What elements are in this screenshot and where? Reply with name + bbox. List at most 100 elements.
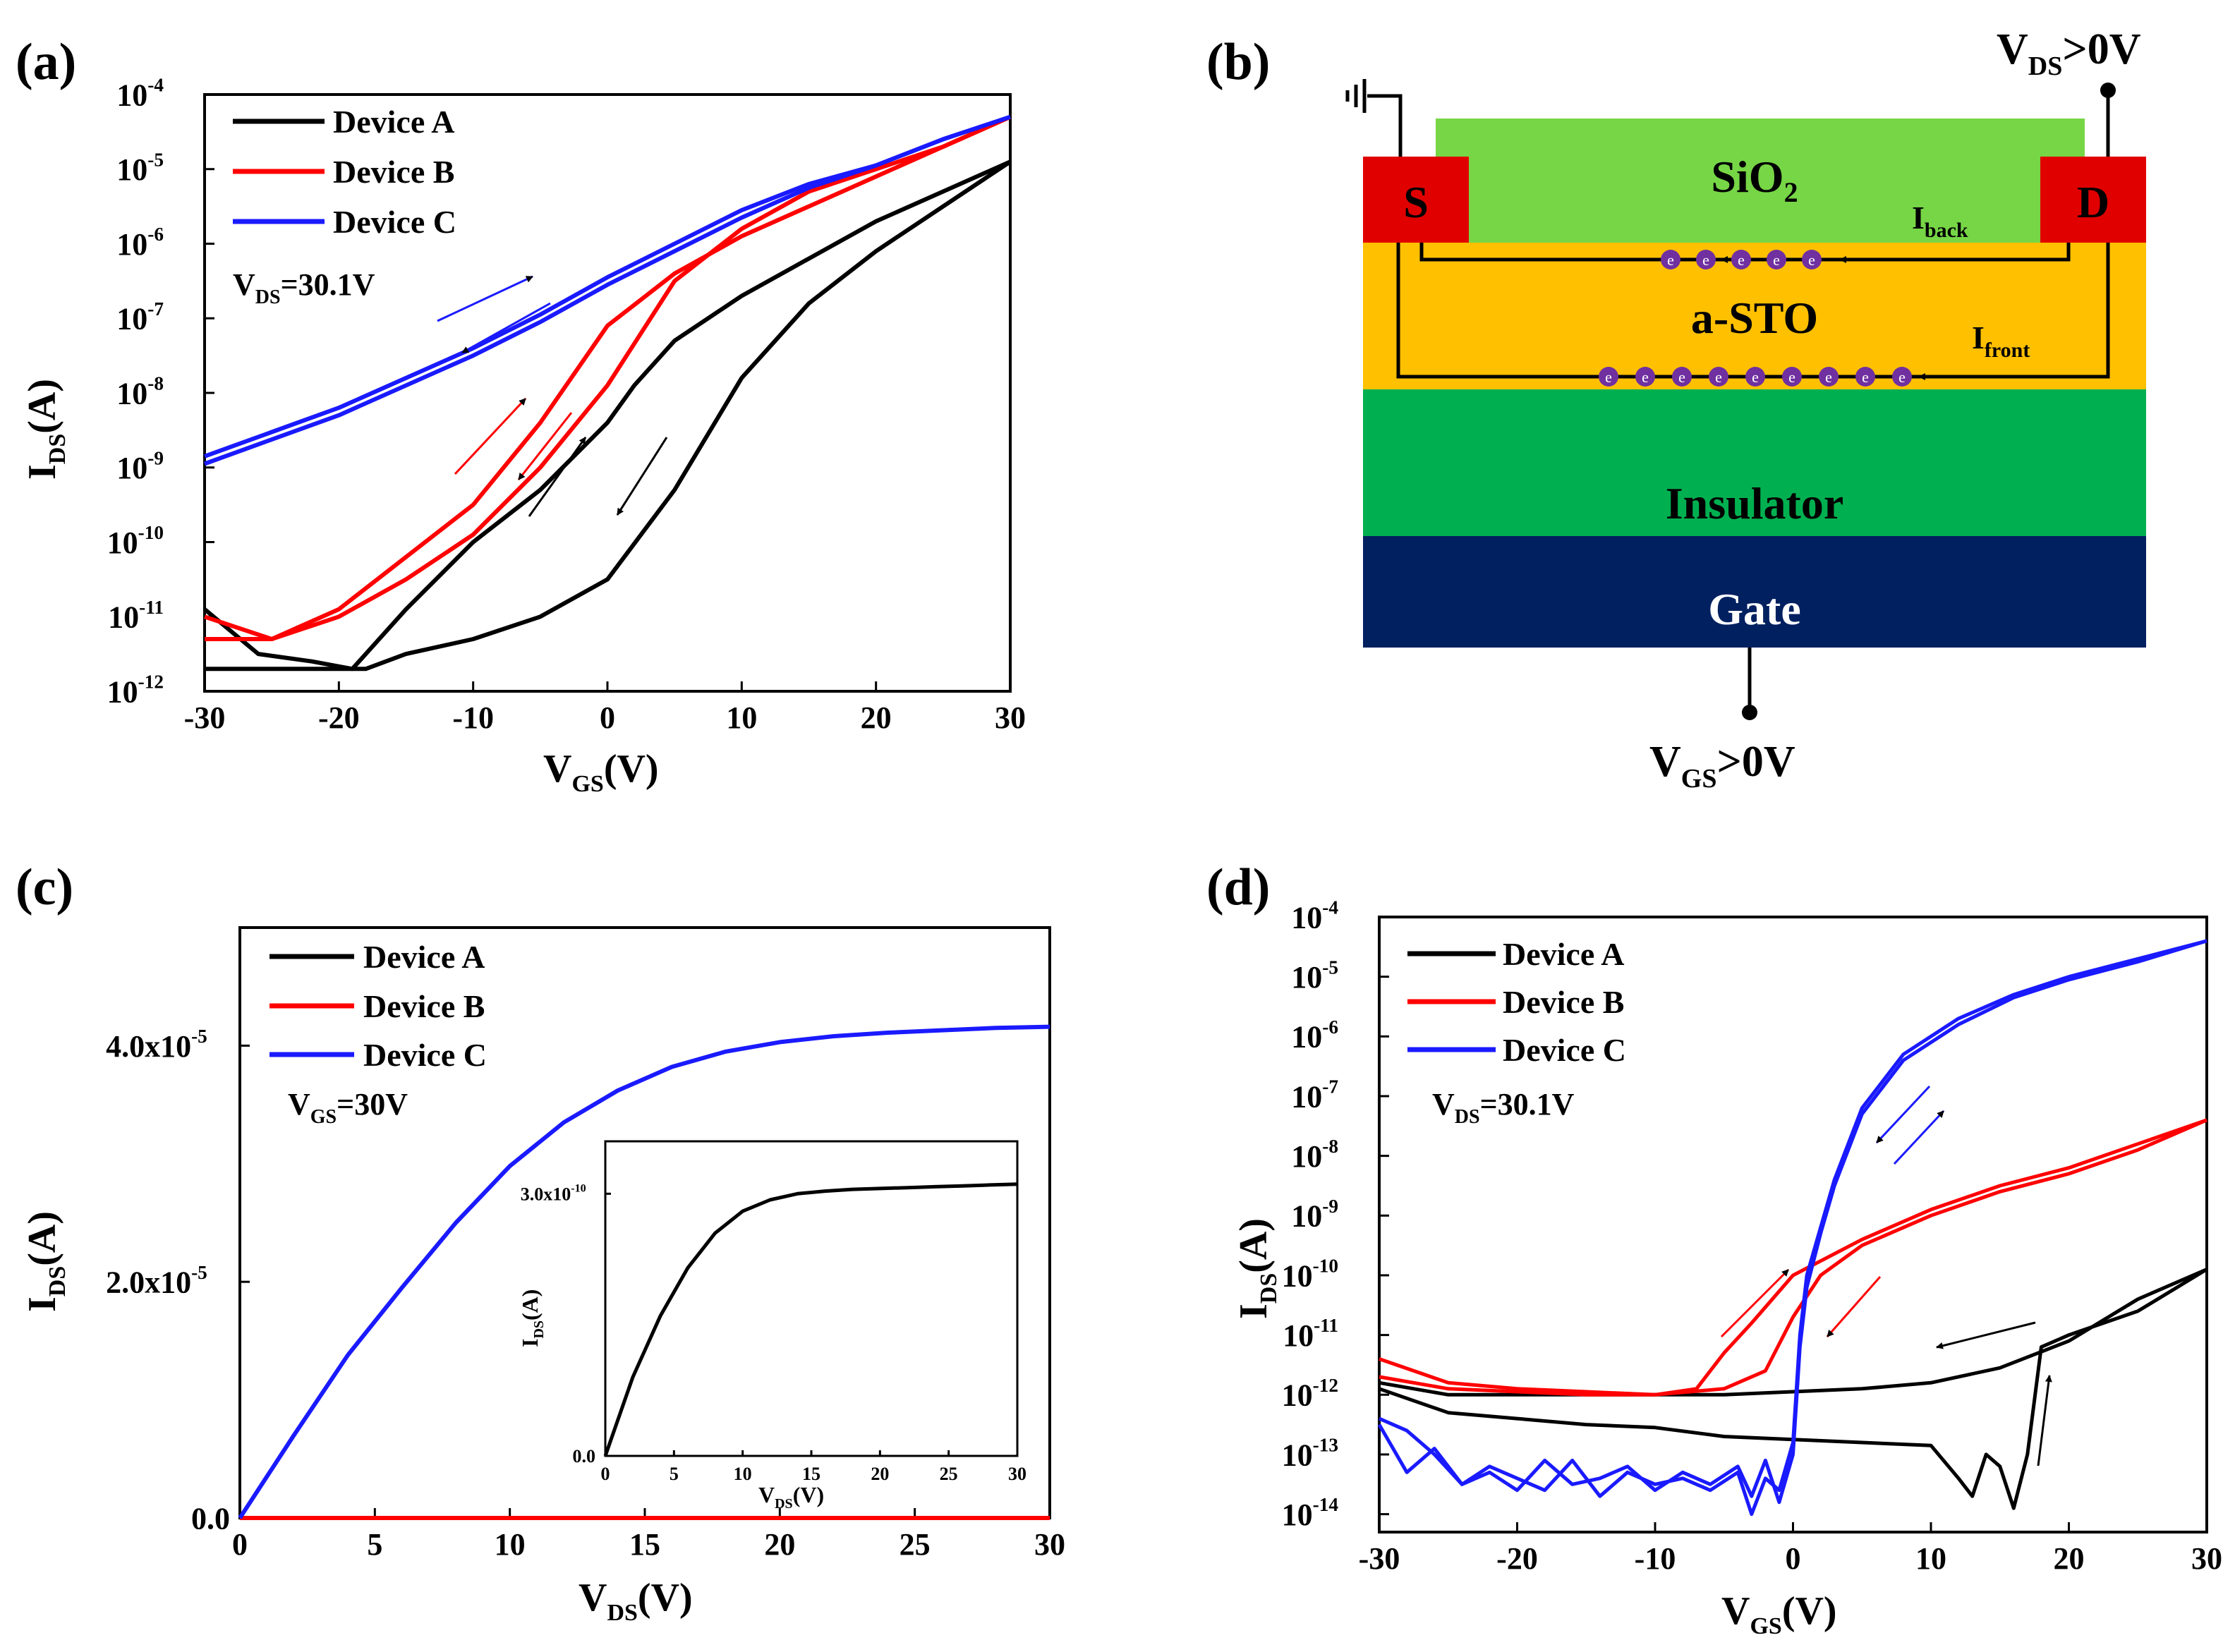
sweep-arrow [1893,1110,1945,1165]
y-tick-label: 10-7 [1291,1076,1338,1115]
electron-label: e [1605,368,1612,386]
x-tick-label: 0 [232,1527,248,1562]
y-tick-label: 10-10 [107,522,164,560]
source-ground-wire [1367,94,1403,157]
y-tick-label: 10-10 [1282,1256,1338,1294]
y-tick-label: 10-6 [1291,1016,1338,1055]
electron-icon [1745,367,1765,387]
panel-b-label: (b) [1206,33,1270,91]
x-axis-label: VGS(V) [1721,1589,1837,1639]
electron-icon [1696,250,1716,269]
electron-label: e [1862,368,1869,386]
sweep-arrow [454,397,527,475]
channel-layer [1363,243,2146,389]
sweep-arrow [1936,1321,2036,1349]
electron-icon [1892,367,1912,387]
y-tick-label: 10-13 [1282,1435,1338,1473]
sweep-arrow [1875,1085,1931,1144]
series-device-b [1379,1118,2207,1397]
insulator-label: Insulator [1666,478,1844,528]
sweep-arrow [437,275,533,322]
inset-frame [604,1140,1019,1457]
series-device-b [205,114,1012,641]
series-device-b [204,114,1012,641]
legend-device-b: Device B [363,988,485,1024]
x-tick-label: 10 [734,1464,752,1484]
vgs-label: VGS>0V [1649,738,1795,794]
y-tick-label: 10-8 [1291,1136,1338,1174]
x-tick-label: 25 [940,1464,958,1484]
inset-x-axis-label: VDS(V) [758,1482,824,1512]
drain-terminal [2100,83,2116,98]
x-tick-label: -30 [184,700,226,735]
electron-icon [1855,367,1875,387]
x-tick-label: 0 [600,700,615,735]
gate-layer [1363,536,2146,648]
source-label: S [1403,177,1429,227]
y-tick-label: 10-9 [1291,1196,1338,1234]
y-tick-label: 10-11 [108,597,164,635]
electron-icon [1819,367,1839,387]
electron-icon [1672,367,1692,387]
y-tick-label: 3.0x10-10 [521,1183,586,1205]
series-device-c [203,114,1011,466]
x-tick-label: 30 [2191,1541,2222,1576]
series-device-a [1379,1268,2207,1397]
sweep-arrow [528,437,587,517]
legend-device-b: Device B [333,154,454,190]
series-device-a [603,1182,1018,1457]
annotation-vgs: VGS=30V [288,1087,408,1128]
plot-frame [203,93,1012,693]
x-tick-label: 20 [2054,1541,2085,1576]
series-device-c [238,1024,1050,1519]
series-device-a [205,159,1012,672]
legend-device-c: Device C [363,1037,487,1073]
panel-c-chart: 0 5 10 15 20 25 30 0.0 2.0x10-5 4.0x10-5 Device A… [20,926,1065,1626]
sweep-arrow [616,437,668,516]
sweep-arrow [517,412,573,480]
y-tick-label: 10-8 [116,373,164,411]
electron-label: e [1702,251,1709,269]
x-axis-label: VDS(V) [579,1576,693,1626]
sweep-arrow [461,302,551,354]
electron-label: e [1715,368,1722,386]
electron-label: e [1898,368,1906,386]
sweep-arrow [2037,1375,2052,1466]
y-tick-label: 10-12 [1282,1375,1338,1413]
legend-device-c: Device C [1503,1032,1626,1068]
electron-icon [1731,250,1751,269]
y-tick-label: 10-4 [116,75,164,113]
electron-label: e [1752,368,1759,386]
y-tick-label: 10-6 [116,224,164,262]
electron-icon [1767,250,1786,269]
x-tick-label: -20 [1496,1541,1538,1576]
electron-label: e [1642,368,1649,386]
inset-y-axis-label: IDS(A) [517,1289,547,1347]
sio2-label: SiO2 [1711,152,1798,208]
y-axis-label: IDS(A) [20,1211,71,1312]
x-tick-label: 30 [1008,1464,1026,1484]
y-tick-label: 10-5 [1291,956,1338,995]
electron-label: e [1773,251,1780,269]
series-device-c [1377,939,2207,1517]
y-axis-label: IDS(A) [1232,1218,1282,1319]
y-tick-label: 10-11 [1283,1315,1338,1353]
drain-label: D [2077,177,2109,227]
y-tick-label: 0.0 [573,1446,596,1466]
legend: Device A Device B Device C [1407,936,1626,1068]
electron-icon [1802,250,1822,269]
x-tick-label: 10 [495,1527,526,1562]
annotation-vds: VDS=30.1V [1432,1087,1575,1128]
legend: Device A Device B Device C [233,104,456,240]
electron-label: e [1788,368,1795,386]
x-tick-label: -10 [452,700,494,735]
gate-terminal [1742,705,1757,720]
legend-device-a: Device A [333,104,454,140]
y-tick-label: 4.0x10-5 [106,1026,207,1064]
annotation-vds: VDS=30.1V [233,267,375,308]
series-device-c [1379,939,2207,1505]
x-tick-label: 20 [871,1464,889,1484]
electron-icon [1709,367,1728,387]
y-tick-label: 10-12 [107,672,164,710]
